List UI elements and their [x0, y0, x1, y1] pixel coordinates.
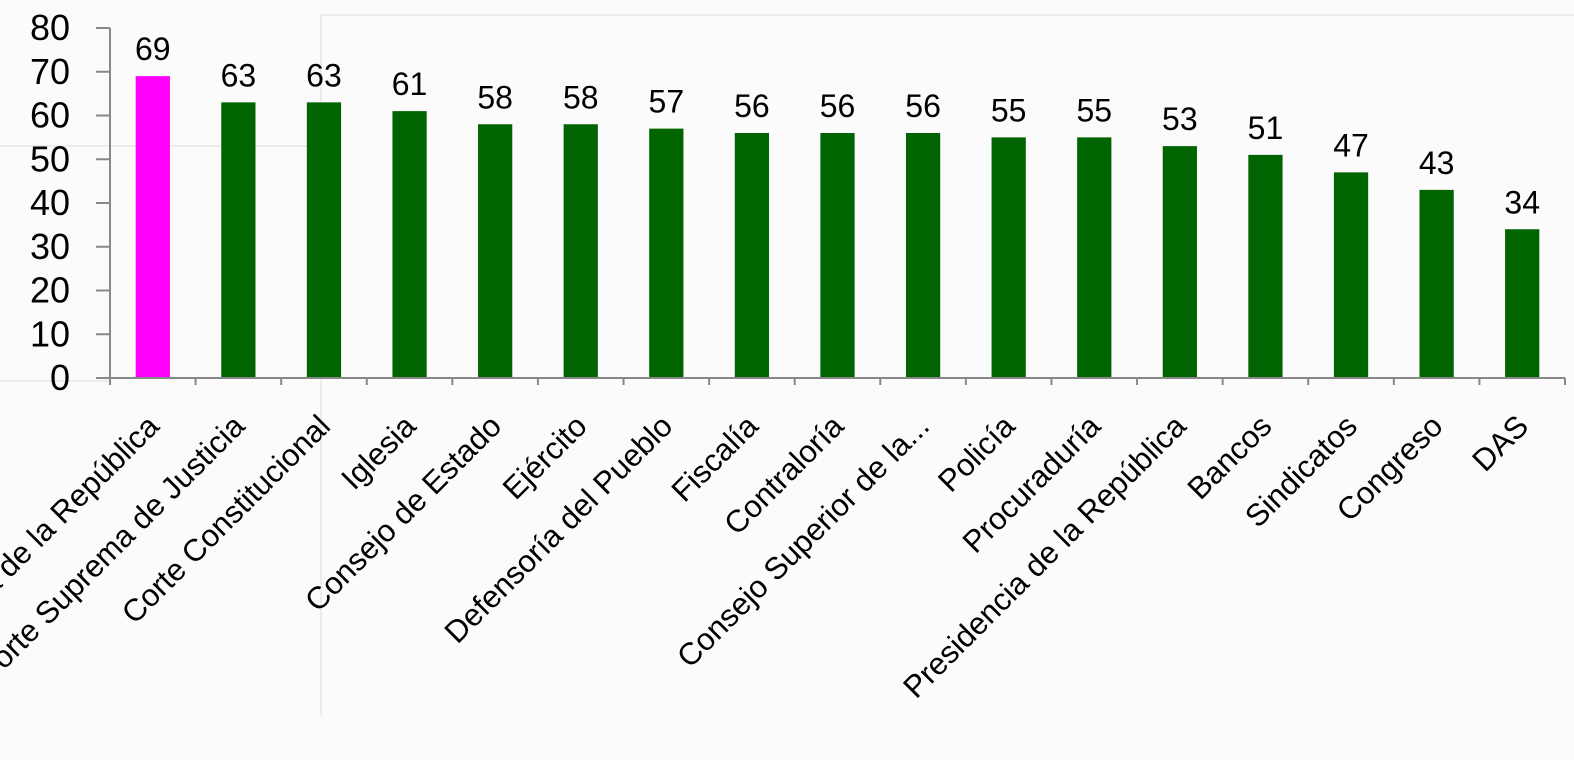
bar — [991, 137, 1026, 378]
y-tick-label: 20 — [30, 270, 70, 311]
x-axis — [96, 377, 1566, 385]
bar — [1248, 154, 1283, 378]
bar — [135, 76, 170, 378]
value-label: 57 — [649, 84, 685, 120]
y-tick-label: 30 — [30, 226, 70, 267]
value-label: 58 — [477, 79, 513, 115]
value-label: 43 — [1419, 145, 1455, 181]
bars — [135, 76, 1540, 378]
y-tick-label: 80 — [30, 7, 70, 48]
bar — [1162, 146, 1197, 378]
value-label: 34 — [1504, 184, 1540, 220]
y-tick-label: 60 — [30, 95, 70, 136]
y-tick-label: 40 — [30, 182, 70, 223]
y-tick-label: 50 — [30, 138, 70, 179]
value-label: 63 — [221, 57, 257, 93]
y-tick-label: 70 — [30, 51, 70, 92]
value-labels: 69 63 63 61 58 58 57 56 56 56 55 55 53 51 47 43 34 — [135, 31, 1540, 220]
value-label: 47 — [1333, 127, 1369, 163]
bar — [306, 102, 342, 378]
category-label: DAS — [1465, 408, 1535, 478]
y-tick-label: 0 — [50, 357, 70, 398]
bar — [905, 133, 941, 378]
bar — [1419, 189, 1454, 378]
value-label: 58 — [563, 79, 599, 115]
value-label: 61 — [392, 66, 428, 102]
bar — [478, 124, 513, 378]
bar — [820, 133, 855, 378]
value-label: 56 — [905, 88, 941, 124]
y-tick-label: 10 — [30, 313, 70, 354]
value-label: 55 — [991, 92, 1027, 128]
background-line — [0, 380, 110, 382]
bar — [1077, 137, 1112, 378]
bar — [734, 133, 770, 378]
bar — [221, 102, 256, 378]
bar — [1333, 172, 1369, 378]
value-label: 51 — [1248, 110, 1284, 146]
value-label: 69 — [135, 31, 171, 67]
value-label: 63 — [306, 57, 342, 93]
bar — [392, 111, 427, 378]
value-label: 56 — [734, 88, 770, 124]
bar — [563, 124, 598, 378]
value-label: 55 — [1076, 92, 1112, 128]
bar — [649, 128, 684, 378]
bar — [1505, 229, 1540, 378]
value-label: 56 — [820, 88, 856, 124]
value-label: 53 — [1162, 101, 1198, 137]
